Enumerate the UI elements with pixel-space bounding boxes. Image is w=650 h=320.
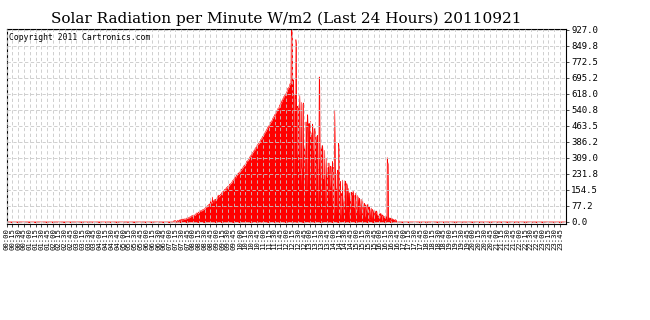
Title: Solar Radiation per Minute W/m2 (Last 24 Hours) 20110921: Solar Radiation per Minute W/m2 (Last 24… [51, 12, 521, 26]
Text: Copyright 2011 Cartronics.com: Copyright 2011 Cartronics.com [9, 33, 151, 42]
